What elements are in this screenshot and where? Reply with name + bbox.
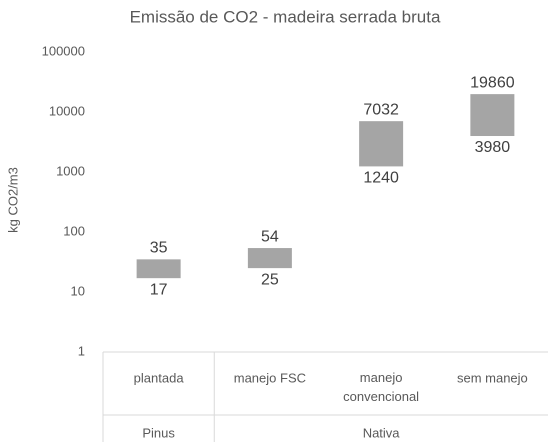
group-label: Nativa	[363, 425, 401, 440]
data-label: 3980	[475, 139, 511, 156]
bar	[470, 94, 515, 137]
bar	[359, 121, 404, 167]
bar	[247, 248, 292, 269]
data-label: 54	[261, 228, 279, 245]
y-tick-label: 1000	[56, 163, 85, 178]
x-tick-label: sem manejo	[457, 370, 528, 385]
data-label: 19860	[470, 74, 515, 91]
data-label: 17	[150, 281, 168, 298]
bar	[136, 259, 181, 279]
data-label: 25	[261, 271, 279, 288]
y-tick-label: 1	[78, 343, 85, 358]
x-tick-label: manejo convencional	[343, 370, 419, 404]
x-tick-label: plantada	[134, 370, 185, 385]
chart-title: Emissão de CO2 - madeira serrada bruta	[130, 7, 441, 26]
data-label: 7032	[363, 101, 399, 118]
y-tick-label: 10	[71, 283, 85, 298]
data-label: 1240	[363, 170, 399, 187]
x-tick-label: manejo FSC	[234, 370, 306, 385]
y-tick-label: 100	[63, 223, 85, 238]
y-tick-label: 100000	[42, 43, 85, 58]
y-axis-label: kg CO2/m3	[5, 167, 20, 233]
y-tick-label: 10000	[49, 103, 85, 118]
group-label: Pinus	[142, 425, 175, 440]
data-label: 35	[150, 240, 168, 257]
